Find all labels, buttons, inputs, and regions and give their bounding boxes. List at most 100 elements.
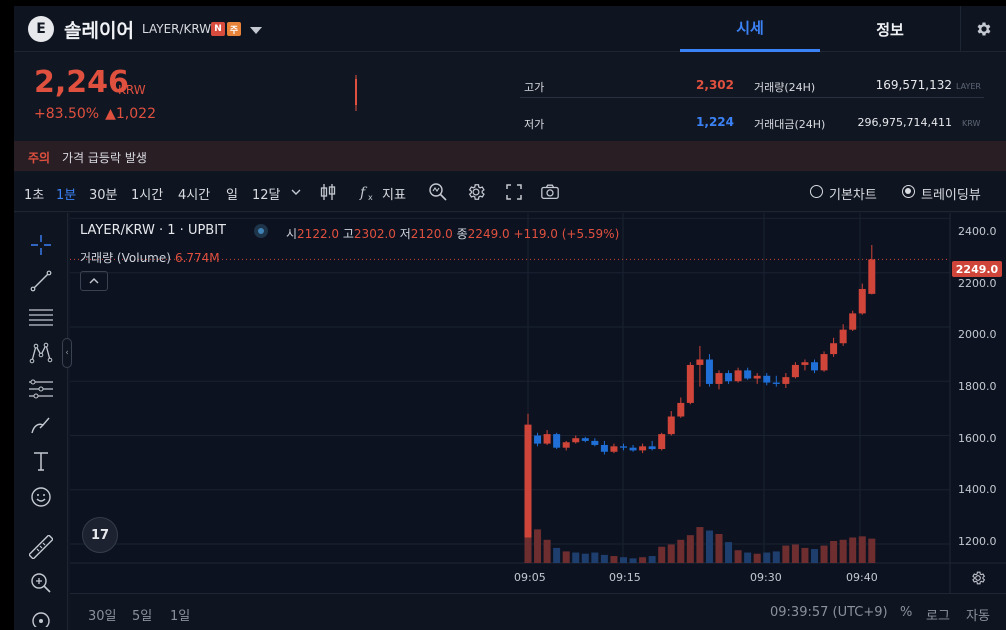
chevron-down-icon[interactable] — [250, 27, 262, 34]
low-value: 2120.0 — [410, 227, 453, 241]
volume-bar — [620, 557, 627, 563]
price-chart[interactable]: LAYER/KRW · 1 · UPBIT 시2122.0 고2302.0 저2… — [70, 213, 1006, 593]
volume-bar — [600, 554, 608, 563]
app-frame: E 솔레이어 LAYER/KRW N 주 시세 정보 2,246 KRW +83… — [14, 6, 1006, 630]
volume-bar — [839, 539, 847, 563]
emoji-tool[interactable] — [27, 483, 55, 511]
header: E 솔레이어 LAYER/KRW N 주 시세 정보 — [14, 6, 1006, 52]
alert-search-icon[interactable] — [428, 182, 448, 202]
caution-badge: 주 — [227, 22, 241, 36]
text-tool[interactable] — [27, 447, 55, 475]
candle-body — [839, 329, 847, 344]
volume-bar — [534, 529, 542, 563]
y-tick: 2200.0 — [958, 277, 997, 290]
tab-quote[interactable]: 시세 — [680, 6, 820, 52]
volume-legend-label: 거래량 (Volume) — [80, 251, 171, 265]
candle-body — [553, 434, 561, 448]
x-tick: 09:40 — [846, 571, 878, 584]
chevron-up-icon — [89, 278, 99, 284]
candle-body — [811, 362, 818, 371]
candle-body — [534, 435, 542, 444]
high-label: 고가 — [524, 81, 545, 94]
indicator-button[interactable]: 지표 — [382, 188, 406, 203]
volume-bar — [677, 539, 685, 563]
volume-bar — [811, 549, 818, 563]
ohlc-legend: 시2122.0 고2302.0 저2120.0 종2249.0 +119.0 (… — [286, 225, 619, 242]
range-1d[interactable]: 1일 — [170, 609, 191, 624]
volume-bar — [801, 547, 809, 563]
price-unit: KRW — [118, 83, 146, 97]
crosshair-icon — [31, 235, 51, 255]
range-5d[interactable]: 5일 — [132, 609, 153, 624]
open-label: 시 — [286, 227, 298, 241]
volume-bar — [572, 552, 580, 563]
candle-body — [524, 424, 532, 538]
magnet-tool[interactable] — [27, 611, 55, 627]
measure-tool[interactable] — [27, 533, 55, 561]
basic-chart-label[interactable]: 기본차트 — [829, 188, 877, 203]
percent-toggle[interactable]: % — [900, 605, 913, 620]
volume-bar — [658, 546, 666, 563]
volume-bar — [791, 544, 799, 563]
interval-1s[interactable]: 1초 — [24, 188, 45, 203]
interval-1m[interactable]: 1분 — [56, 188, 77, 203]
interval-30m[interactable]: 30분 — [89, 188, 118, 203]
fullscreen-icon[interactable] — [504, 182, 524, 202]
volume-bar — [648, 556, 656, 563]
crosshair-tool[interactable] — [27, 231, 55, 259]
candle-body — [849, 313, 857, 330]
mini-candle-icon — [355, 75, 357, 111]
gear-icon[interactable] — [970, 570, 986, 586]
horizontal-lines-tool[interactable] — [27, 303, 55, 331]
fib-tool[interactable] — [27, 375, 55, 403]
interval-1h[interactable]: 1시간 — [131, 188, 164, 203]
gear-icon[interactable] — [466, 182, 486, 202]
pattern-tool[interactable] — [27, 339, 55, 367]
volume-bar — [734, 550, 742, 563]
candle-body — [572, 438, 580, 443]
interval-day[interactable]: 일 — [226, 188, 238, 203]
candle-body — [801, 362, 809, 365]
radio-tradingview[interactable] — [902, 185, 915, 198]
candle-body — [772, 382, 780, 384]
volume-bar — [562, 551, 570, 563]
chart-canvas[interactable] — [70, 213, 1006, 593]
magnet-icon — [32, 612, 50, 627]
coin-name[interactable]: 솔레이어 — [64, 20, 134, 42]
candle-body — [696, 359, 704, 365]
trendline-icon — [30, 270, 52, 292]
indicator-icon[interactable]: f x — [358, 182, 378, 202]
volume-bar — [830, 540, 838, 563]
tradingview-logo[interactable]: 17 — [82, 517, 118, 553]
chevron-down-icon[interactable] — [290, 186, 302, 198]
log-toggle[interactable]: 로그 — [926, 609, 950, 624]
toolbar-collapse-handle[interactable]: ‹ — [62, 338, 72, 368]
candle-body — [868, 259, 876, 294]
interval-4h[interactable]: 4시간 — [178, 188, 211, 203]
range-30d[interactable]: 30일 — [88, 609, 117, 624]
text-icon — [34, 452, 48, 471]
trendline-tool[interactable] — [27, 267, 55, 295]
change-absolute: ▲1,022 — [105, 106, 156, 122]
candle-body — [667, 416, 675, 435]
tab-info[interactable]: 정보 — [876, 20, 904, 39]
chart-clock[interactable]: 09:39:57 (UTC+9) — [770, 605, 888, 620]
candle-body — [715, 373, 723, 384]
drawing-toolbar — [14, 213, 68, 630]
legend-collapse-button[interactable] — [80, 271, 108, 291]
zoom-tool[interactable] — [27, 569, 55, 597]
tradingview-label[interactable]: 트레이딩뷰 — [921, 188, 981, 203]
volume-bar — [763, 552, 771, 563]
settings-button[interactable] — [960, 6, 1006, 52]
candle-type-icon[interactable] — [318, 182, 338, 202]
volume-bar — [772, 551, 780, 563]
interval-12mo[interactable]: 12달 — [252, 188, 281, 203]
auto-toggle[interactable]: 자동 — [966, 609, 990, 624]
candle-body — [705, 359, 713, 384]
radio-basic-chart[interactable] — [810, 185, 823, 198]
volume-legend: 거래량 (Volume) 6.774M — [80, 249, 220, 266]
candle-body — [629, 447, 637, 451]
volume-bar — [705, 530, 713, 563]
brush-tool[interactable] — [27, 411, 55, 439]
camera-icon[interactable] — [540, 182, 560, 202]
